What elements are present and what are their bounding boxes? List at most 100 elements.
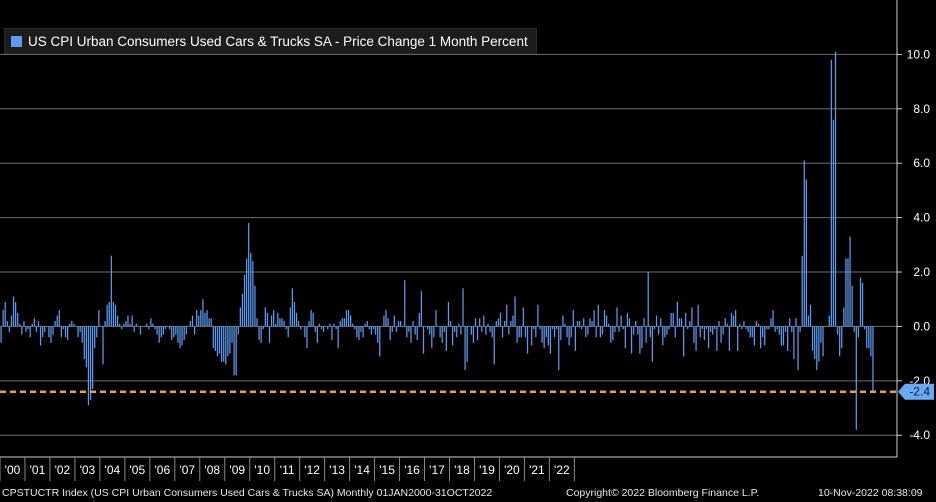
bar — [416, 326, 418, 341]
bar — [275, 323, 277, 327]
bar — [258, 326, 260, 341]
bar — [216, 326, 219, 357]
bar — [279, 318, 281, 327]
bar — [69, 323, 71, 327]
bar — [489, 326, 491, 332]
bar — [558, 326, 560, 370]
bar — [29, 326, 31, 338]
bar — [422, 326, 425, 354]
x-tick-label: '00 — [5, 463, 21, 477]
bar — [458, 323, 460, 327]
bar — [481, 326, 483, 332]
bar — [273, 310, 275, 327]
bar — [666, 326, 668, 335]
bar — [820, 326, 822, 343]
bar — [841, 326, 843, 349]
bar — [805, 179, 807, 327]
bar — [849, 236, 851, 327]
x-tick-label: '12 — [304, 463, 320, 477]
bar — [54, 320, 56, 327]
bar — [608, 323, 610, 327]
bar — [870, 326, 872, 357]
x-tick-label: '03 — [80, 463, 96, 477]
bar — [91, 326, 94, 389]
y-axis: -4.0-2.00.02.04.06.08.010.0 — [896, 0, 931, 457]
bar — [522, 307, 524, 327]
x-tick-label: '15 — [379, 463, 395, 477]
bar — [281, 318, 283, 327]
bar — [75, 326, 77, 327]
bar — [4, 301, 6, 327]
bar — [493, 326, 495, 365]
bar — [46, 326, 48, 327]
bar — [512, 315, 514, 327]
bar — [250, 252, 252, 327]
bar — [678, 318, 681, 327]
x-axis: '00 '01 '02 '03 '04 '05 '06 '07 '08 '09 '10 '11 '12 '… — [0, 456, 897, 481]
bar — [314, 326, 316, 332]
bar — [778, 326, 780, 335]
bar — [762, 326, 764, 338]
bar — [784, 326, 787, 332]
bar — [766, 326, 768, 330]
bar — [264, 307, 266, 327]
bar — [285, 326, 287, 330]
bar — [168, 326, 171, 330]
bar — [776, 326, 778, 330]
bar — [210, 318, 212, 327]
bar — [447, 301, 450, 327]
x-tick-label: '09 — [229, 463, 245, 477]
bar — [304, 326, 306, 338]
bar — [541, 326, 543, 343]
bar — [341, 318, 343, 327]
bar — [491, 326, 493, 338]
bar — [816, 326, 818, 370]
bar — [497, 318, 500, 327]
bar — [393, 315, 395, 327]
bar — [787, 326, 789, 351]
bar — [79, 326, 81, 332]
bar — [730, 312, 733, 327]
bar — [470, 326, 472, 335]
bar — [585, 326, 587, 338]
bar — [152, 323, 154, 327]
bar — [406, 326, 408, 338]
bar — [196, 310, 198, 327]
bar — [545, 326, 547, 338]
y-tick-label: 10.0 — [907, 47, 931, 61]
bar — [374, 326, 377, 335]
bar — [243, 274, 246, 327]
legend-label: US CPI Urban Consumers Used Cars & Truck… — [28, 33, 528, 49]
bar — [620, 315, 622, 327]
bar — [822, 326, 824, 357]
bar — [660, 318, 662, 327]
bar — [424, 326, 427, 327]
bar — [200, 310, 202, 327]
bar — [597, 304, 599, 327]
bar — [270, 315, 273, 327]
last-value-marker: -2.4 — [0, 383, 934, 400]
bar — [753, 326, 755, 346]
bar — [710, 326, 712, 332]
bar — [381, 326, 383, 327]
bar — [845, 258, 847, 327]
bar — [524, 326, 527, 338]
bar — [189, 320, 192, 327]
x-tick-label: '13 — [329, 463, 345, 477]
bar — [360, 326, 362, 332]
bar — [287, 326, 289, 338]
bar — [164, 326, 167, 330]
bar — [674, 326, 676, 338]
bar — [35, 326, 38, 332]
bar — [362, 326, 364, 338]
bar — [198, 315, 200, 327]
bar — [175, 326, 177, 335]
bar — [566, 326, 568, 338]
bar — [133, 326, 135, 332]
bar — [391, 326, 393, 332]
bar — [214, 326, 216, 351]
bar — [547, 326, 549, 346]
bar — [637, 326, 639, 335]
